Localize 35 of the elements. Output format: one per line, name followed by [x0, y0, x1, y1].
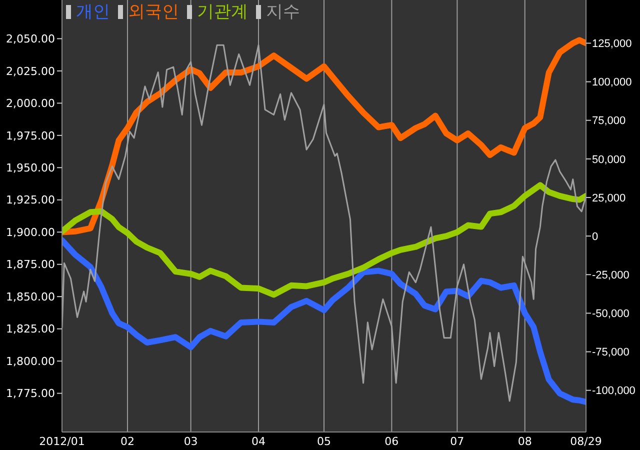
y2-tick-label: 0 [592, 230, 598, 243]
y2-tick-label: 25,000 [592, 192, 626, 204]
y-tick-label: 2,000.00 [6, 97, 55, 110]
y-tick-label: 2,050.00 [6, 32, 55, 46]
y2-tick-label: 50,000 [592, 154, 626, 166]
text: 개인 [76, 2, 110, 22]
y-tick-label: 1,900.00 [6, 226, 55, 239]
text: 외국인 [128, 2, 179, 22]
x-tick-label: 08/29 [570, 435, 602, 448]
series-label: 지수 [266, 2, 300, 22]
y2-tick-label: 125,000 [592, 38, 632, 50]
x-tick-label: 2012/01 [39, 435, 85, 448]
x-tick-label: 03 [184, 435, 198, 448]
y-tick-label: 1,950.00 [6, 161, 55, 174]
y-tick-label: 1,975.00 [6, 129, 55, 142]
x-tick-label: 07 [450, 435, 464, 448]
y2-tick-label: -25,000 [592, 269, 630, 282]
y-tick-label: 1,800.00 [6, 354, 55, 368]
y2-tick-label: 100,000 [592, 76, 632, 89]
y2-tick-label: -50,000 [592, 308, 630, 320]
x-tick-label: 04 [252, 435, 266, 448]
y-tick-label: 1,775.00 [6, 387, 55, 400]
x-tick-label: 05 [317, 435, 331, 448]
y-tick-label: 2,025.00 [6, 64, 55, 78]
x-tick-label: 02 [120, 435, 134, 448]
x-tick-label: 08 [518, 435, 532, 448]
y2-tick-label: -100,000 [592, 385, 636, 398]
x-tick-label: 06 [384, 435, 399, 448]
y-tick-label: 1,875.00 [6, 258, 55, 272]
y2-tick-label: -75,000 [592, 346, 630, 359]
y-tick-label: 1,850.00 [6, 290, 55, 304]
y-tick-label: 1,925.00 [6, 194, 55, 207]
y2-tick-label: 75,000 [592, 115, 626, 128]
text: 기관계 [197, 2, 248, 22]
y-tick-label: 1,825.00 [6, 322, 55, 336]
